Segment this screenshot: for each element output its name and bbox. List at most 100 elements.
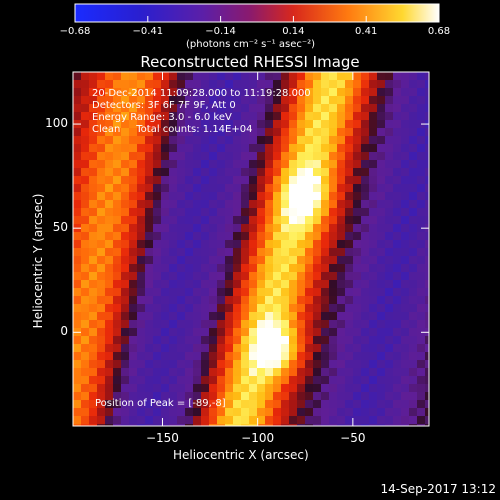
heatmap-cell	[409, 352, 418, 361]
heatmap-cell	[281, 192, 290, 201]
heatmap-cell	[89, 176, 98, 185]
heatmap-cell	[249, 176, 258, 185]
heatmap-cell	[129, 200, 138, 209]
heatmap-cell	[105, 104, 114, 113]
heatmap-cell	[241, 384, 250, 393]
heatmap-cell	[209, 312, 218, 321]
heatmap-cell	[417, 352, 426, 361]
heatmap-cell	[401, 368, 410, 377]
heatmap-cell	[425, 400, 429, 409]
heatmap-cell	[97, 88, 106, 97]
heatmap-cell	[249, 320, 258, 329]
heatmap-cell	[145, 176, 154, 185]
heatmap-cell	[121, 256, 130, 265]
heatmap-cell	[217, 272, 226, 281]
heatmap-cell	[193, 256, 202, 265]
heatmap-cell	[345, 72, 354, 81]
heatmap-cell	[73, 392, 82, 401]
heatmap-cell	[193, 312, 202, 321]
heatmap-cell	[313, 160, 322, 169]
heatmap-cell	[73, 200, 82, 209]
heatmap-cell	[417, 160, 426, 169]
heatmap-cell	[201, 184, 210, 193]
heatmap-cell	[177, 328, 186, 337]
x-tick-label: −150	[145, 431, 179, 445]
heatmap-cell	[305, 256, 314, 265]
heatmap-cell	[177, 144, 186, 153]
heatmap-cell	[153, 344, 162, 353]
heatmap-cell	[401, 120, 410, 129]
heatmap-cell	[129, 304, 138, 313]
heatmap-cell	[81, 232, 90, 241]
heatmap-cell	[257, 200, 266, 209]
heatmap-cell	[321, 184, 330, 193]
heatmap-cell	[185, 152, 194, 161]
heatmap-cell	[209, 360, 218, 369]
heatmap-cell	[209, 368, 218, 377]
heatmap-cell	[193, 360, 202, 369]
heatmap-cell	[97, 80, 106, 89]
heatmap-cell	[385, 392, 394, 401]
heatmap-cell	[201, 128, 210, 137]
heatmap-cell	[297, 208, 306, 217]
heatmap-cell	[233, 232, 242, 241]
heatmap-cell	[113, 88, 122, 97]
heatmap-cell	[345, 136, 354, 145]
heatmap-cell	[353, 128, 362, 137]
heatmap-cell	[417, 256, 426, 265]
heatmap-cell	[169, 72, 178, 81]
heatmap-cell	[209, 176, 218, 185]
heatmap-cell	[129, 136, 138, 145]
heatmap-cell	[345, 272, 354, 281]
heatmap-cell	[193, 80, 202, 89]
heatmap-cell	[185, 72, 194, 81]
heatmap-cell	[297, 360, 306, 369]
heatmap-cell	[129, 152, 138, 161]
heatmap-cell	[153, 232, 162, 241]
heatmap-cell	[81, 184, 90, 193]
heatmap-cell	[153, 152, 162, 161]
heatmap-cell	[201, 272, 210, 281]
heatmap-cell	[361, 272, 370, 281]
heatmap-cell	[401, 224, 410, 233]
heatmap-cell	[361, 152, 370, 161]
heatmap-cell	[233, 384, 242, 393]
heatmap-cell	[193, 400, 202, 409]
heatmap-cell	[377, 128, 386, 137]
heatmap-cell	[393, 248, 402, 257]
heatmap-cell	[353, 304, 362, 313]
heatmap-cell	[153, 320, 162, 329]
heatmap-cell	[161, 288, 170, 297]
heatmap-cell	[121, 120, 130, 129]
heatmap-cell	[393, 120, 402, 129]
heatmap-cell	[353, 248, 362, 257]
heatmap-cell	[217, 96, 226, 105]
heatmap-cell	[417, 392, 426, 401]
heatmap-cell	[201, 168, 210, 177]
heatmap-cell	[321, 376, 330, 385]
heatmap-cell	[225, 176, 234, 185]
heatmap-cell	[313, 312, 322, 321]
heatmap-cell	[233, 176, 242, 185]
heatmap-cell	[153, 72, 162, 81]
heatmap-cell	[313, 168, 322, 177]
heatmap-cell	[129, 120, 138, 129]
heatmap-cell	[161, 400, 170, 409]
heatmap-cell	[321, 312, 330, 321]
heatmap-cell	[393, 128, 402, 137]
heatmap-cell	[289, 120, 298, 129]
heatmap-cell	[153, 392, 162, 401]
heatmap-cell	[257, 248, 266, 257]
heatmap-cell	[377, 400, 386, 409]
heatmap-cell	[73, 184, 82, 193]
heatmap-cell	[121, 72, 130, 81]
heatmap-cell	[297, 224, 306, 233]
heatmap-cell	[281, 416, 290, 425]
heatmap-cell	[297, 376, 306, 385]
heatmap-cell	[89, 136, 98, 145]
heatmap-cell	[121, 272, 130, 281]
heatmap-cell	[185, 224, 194, 233]
heatmap-cell	[273, 320, 282, 329]
heatmap-cell	[169, 320, 178, 329]
heatmap-cell	[177, 136, 186, 145]
